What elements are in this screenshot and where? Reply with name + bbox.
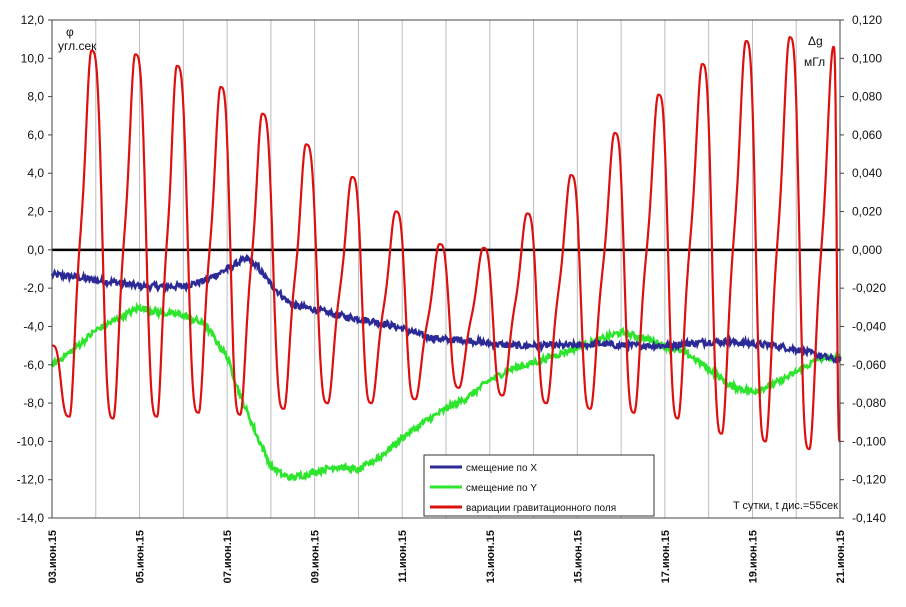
- left-tick-label: -10,0: [17, 434, 45, 448]
- x-tick-label: 21.июн.15: [835, 530, 847, 583]
- x-tick-label: 07.июн.15: [222, 530, 234, 583]
- plot-frame: [51, 19, 841, 519]
- right-tick-label: 0,040: [852, 166, 882, 180]
- right-tick-label: 0,060: [852, 128, 882, 142]
- right-tick-label: -0,120: [852, 473, 886, 487]
- right-tick-label: 0,120: [852, 13, 882, 27]
- left-tick-label: 4,0: [27, 166, 44, 180]
- right-tick-label: 0,100: [852, 51, 882, 65]
- legend: смещение по X смещение по Y вариации гра…: [423, 454, 655, 517]
- left-tick-label: 2,0: [27, 205, 44, 219]
- series-x-line: [50, 253, 842, 364]
- left-tick-label: 8,0: [27, 90, 44, 104]
- left-tick-label: -8,0: [23, 396, 44, 410]
- right-tick-label: -0,100: [852, 434, 886, 448]
- series-gravity-line: [52, 35, 841, 451]
- x-tick-labels: 03.июн.15 05.июн.15 07.июн.15 09.июн.15 11.и…: [47, 530, 847, 583]
- left-tick-label: -12,0: [17, 473, 45, 487]
- x-tick-label: 13.июн.15: [485, 530, 497, 583]
- right-tick-label: -0,060: [852, 358, 886, 372]
- left-tick-label: 10,0: [21, 51, 45, 65]
- series-x-group: [50, 253, 842, 364]
- right-tick-label: 0,080: [852, 90, 882, 104]
- left-axis-symbol: φ: [66, 25, 74, 39]
- x-tick-label: 03.июн.15: [47, 530, 59, 583]
- right-axis-unit: мГл: [804, 55, 825, 69]
- series-y-line: [50, 301, 842, 482]
- series-gravity-group: [52, 35, 841, 451]
- right-tick-label: 0,000: [852, 243, 882, 257]
- left-tick-label: -2,0: [23, 281, 44, 295]
- left-tick-labels: 12,0 10,0 8,0 6,0 4,0 2,0 0,0 -2,0 -4,0 -6,0 -8,0 -…: [17, 13, 52, 525]
- legend-label-x: смещение по X: [466, 463, 537, 474]
- left-axis-unit: угл.сек: [58, 39, 97, 53]
- legend-box: [423, 454, 655, 517]
- legend-label-y: смещение по Y: [466, 483, 537, 494]
- x-tick-label: 05.июн.15: [135, 530, 147, 583]
- right-tick-label: -0,080: [852, 396, 886, 410]
- x-tick-label: 11.июн.15: [397, 530, 409, 583]
- series-y-group: [50, 301, 842, 482]
- right-axis-symbol: Δg: [808, 34, 823, 48]
- vertical-grid: [95, 20, 797, 518]
- x-tick-label: 09.июн.15: [310, 530, 322, 583]
- left-tick-label: -4,0: [23, 319, 44, 333]
- x-tick-label: 19.июн.15: [747, 530, 759, 583]
- left-tick-label: 12,0: [21, 13, 45, 27]
- x-tick-label: 17.июн.15: [660, 530, 672, 583]
- left-tick-label: 6,0: [27, 128, 44, 142]
- right-tick-label: -0,140: [852, 511, 886, 525]
- right-tick-label: -0,020: [852, 281, 886, 295]
- right-tick-labels: 0,120 0,100 0,080 0,060 0,040 0,020 0,000 -0,02…: [840, 13, 886, 525]
- x-axis-note: T сутки, t дис.=55сек: [733, 500, 838, 512]
- left-tick-label: -14,0: [17, 511, 45, 525]
- x-tick-label: 15.июн.15: [572, 530, 584, 583]
- right-tick-label: -0,040: [852, 319, 886, 333]
- right-tick-label: 0,020: [852, 205, 882, 219]
- legend-label-gravity: вариации гравитационного поля: [466, 503, 616, 514]
- left-tick-label: 0,0: [27, 243, 44, 257]
- left-tick-label: -6,0: [23, 358, 44, 372]
